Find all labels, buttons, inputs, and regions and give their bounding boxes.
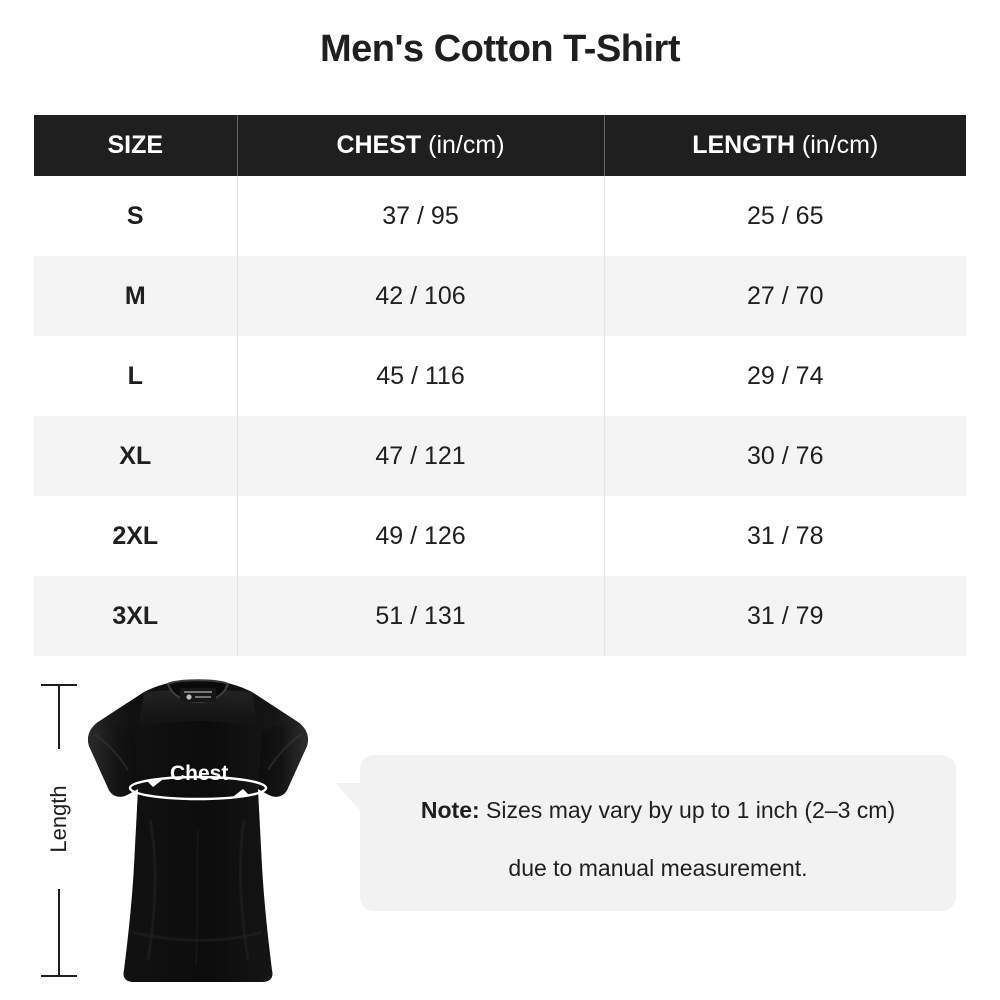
- tshirt-sleeve-left: [88, 722, 138, 797]
- tshirt-crease-right: [267, 733, 303, 771]
- table-body: S 37 / 95 25 / 65 M 42 / 106 27 / 70 L 4…: [34, 176, 966, 656]
- chest-arrow-left: [146, 780, 162, 787]
- size-chart-table: SIZE CHEST (in/cm) LENGTH (in/cm) S 37 /…: [34, 115, 966, 656]
- cell-size: M: [34, 256, 238, 336]
- cell-size: 2XL: [34, 496, 238, 576]
- chest-measure-ellipse: [128, 775, 268, 801]
- column-header-chest-label: CHEST: [336, 131, 422, 159]
- table-header-row: SIZE CHEST (in/cm) LENGTH (in/cm): [34, 115, 966, 176]
- tshirt-fold-2: [239, 819, 250, 961]
- cell-length: 31 / 78: [604, 496, 966, 576]
- cell-length: 30 / 76: [604, 416, 966, 496]
- neck-label-line-2: [195, 696, 211, 698]
- cell-size: L: [34, 336, 238, 416]
- table-row: S 37 / 95 25 / 65: [34, 176, 966, 256]
- cell-length: 29 / 74: [604, 336, 966, 416]
- note-line-1: Note: Sizes may vary by up to 1 inch (2–…: [388, 781, 928, 839]
- callout-tail: [336, 783, 362, 813]
- cell-chest: 42 / 106: [237, 256, 605, 336]
- column-header-size-label: SIZE: [107, 131, 164, 159]
- cell-chest: 45 / 116: [237, 336, 605, 416]
- table-row: 2XL 49 / 126 31 / 78: [34, 496, 966, 576]
- cell-chest: 47 / 121: [237, 416, 605, 496]
- tshirt-crease-left: [93, 733, 129, 771]
- page-title: Men's Cotton T-Shirt: [320, 28, 681, 70]
- tshirt-fold-1: [146, 819, 157, 961]
- note-prefix: Note:: [420, 797, 480, 823]
- column-header-length: LENGTH (in/cm): [604, 115, 966, 176]
- cell-chest: 49 / 126: [237, 496, 605, 576]
- table-row: M 42 / 106 27 / 70: [34, 256, 966, 336]
- neck-label-mark: [186, 694, 192, 700]
- cell-length: 27 / 70: [604, 256, 966, 336]
- length-measure-bracket: Length: [36, 678, 82, 983]
- length-label: Length: [43, 749, 75, 889]
- cell-size: 3XL: [34, 576, 238, 656]
- cell-length: 31 / 79: [604, 576, 966, 656]
- neck-label-line-1: [184, 691, 212, 693]
- tshirt-hem-fold: [131, 930, 263, 942]
- note-text-1: Sizes may vary by up to 1 inch (2–3 cm): [479, 797, 896, 823]
- length-tick-bottom: [41, 975, 77, 977]
- column-header-chest-unit: (in/cm): [428, 131, 505, 159]
- cell-chest: 51 / 131: [237, 576, 605, 656]
- column-header-size: SIZE: [34, 115, 238, 176]
- cell-chest: 37 / 95: [237, 176, 605, 256]
- tshirt-shoulder-shading: [138, 688, 258, 730]
- tshirt-sleeve-right: [258, 722, 308, 797]
- column-header-chest: CHEST (in/cm): [237, 115, 605, 176]
- column-header-length-unit: (in/cm): [801, 131, 879, 159]
- tshirt-illustration: Chest: [72, 670, 324, 990]
- tshirt-fold-3: [195, 829, 199, 967]
- cell-length: 25 / 65: [604, 176, 966, 256]
- tshirt-neck-label: [180, 688, 216, 702]
- table-row: 3XL 51 / 131 31 / 79: [34, 576, 966, 656]
- table-row: L 45 / 116 29 / 74: [34, 336, 966, 416]
- chest-arrow-right: [234, 789, 250, 796]
- measurement-diagram: Length: [0, 660, 1000, 1000]
- tshirt-icon: [88, 679, 308, 982]
- table-row: XL 47 / 121 30 / 76: [34, 416, 966, 496]
- column-header-length-label: LENGTH: [692, 131, 795, 159]
- note-line-2: due to manual measurement.: [508, 855, 808, 881]
- cell-size: S: [34, 176, 238, 256]
- table-header: SIZE CHEST (in/cm) LENGTH (in/cm): [34, 115, 966, 176]
- cell-size: XL: [34, 416, 238, 496]
- note-callout: Note: Sizes may vary by up to 1 inch (2–…: [336, 755, 956, 911]
